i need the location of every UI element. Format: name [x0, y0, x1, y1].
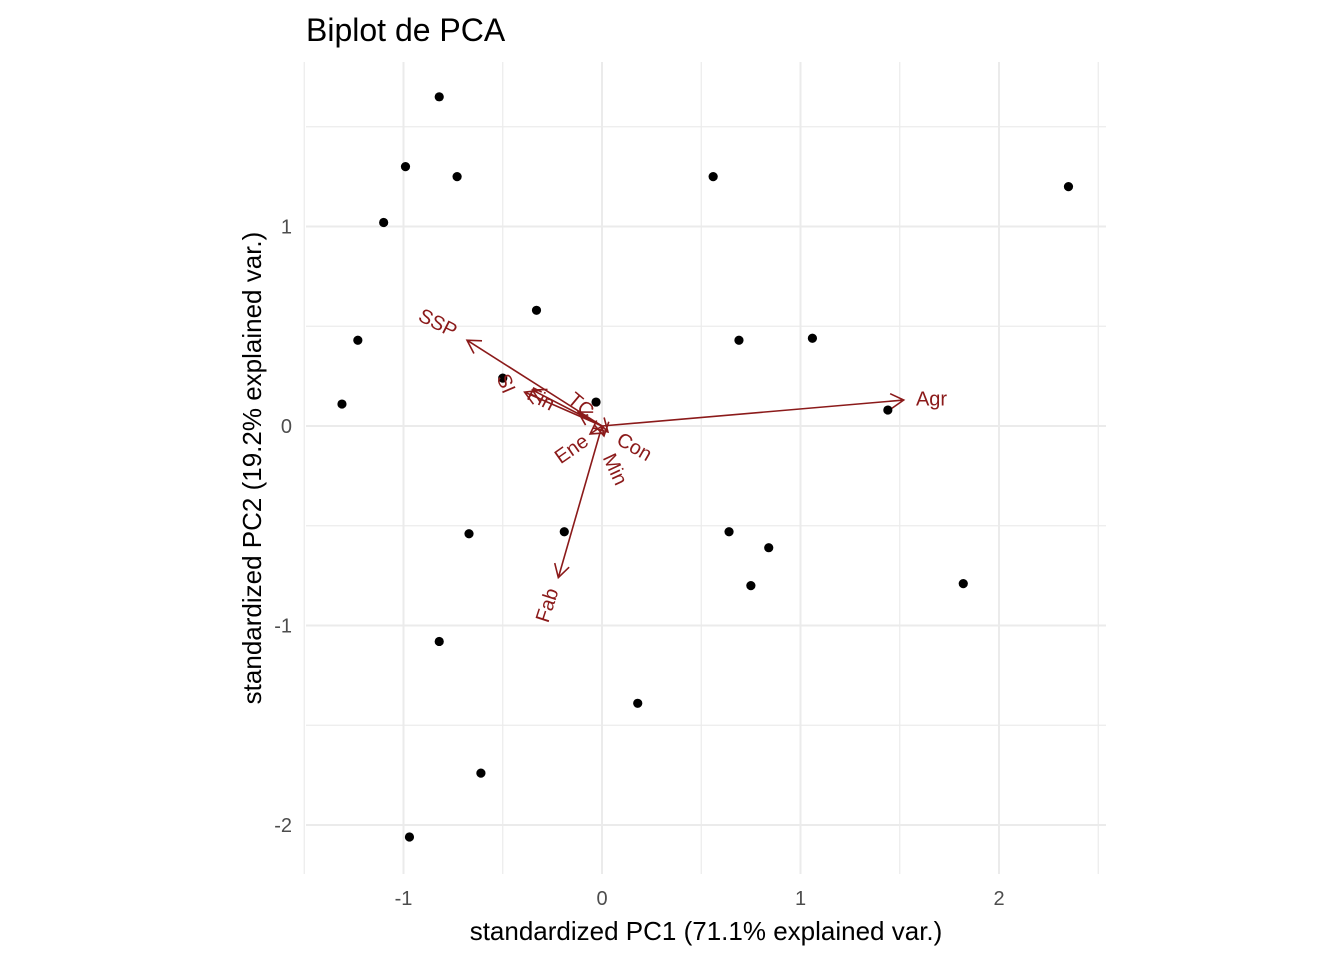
- score-point: [464, 529, 474, 539]
- loading-arrow-ene: [589, 425, 603, 435]
- x-tick-label: -1: [395, 888, 413, 910]
- loading-label-agr: Agr: [916, 388, 947, 410]
- grid-lines: [303, 62, 1106, 874]
- loading-label-tc: TC: [563, 389, 598, 423]
- score-point: [434, 636, 444, 647]
- chart-title: Biplot de PCA: [306, 12, 506, 48]
- score-point: [452, 172, 462, 182]
- score-point: [724, 527, 734, 537]
- loading-label-si: SI: [492, 371, 520, 397]
- score-point: [337, 399, 347, 409]
- score-point: [633, 698, 643, 708]
- arrowhead-min: [593, 421, 610, 438]
- score-point: [400, 162, 411, 172]
- score-point: [746, 581, 756, 591]
- score-point: [353, 335, 363, 345]
- score-point: [764, 543, 774, 553]
- score-point: [379, 217, 389, 228]
- loading-label-fin: Fin: [523, 383, 558, 415]
- score-point: [404, 832, 415, 842]
- arrowhead-agr: [889, 392, 906, 410]
- score-point: [958, 579, 968, 589]
- loading-label-ene: Ene: [551, 430, 593, 468]
- score-point: [807, 333, 818, 343]
- y-tick-label: -2: [274, 815, 292, 837]
- score-point: [1063, 182, 1074, 192]
- loading-arrow-fab: [557, 425, 603, 578]
- score-point: [559, 527, 569, 537]
- x-tick-label: 1: [795, 888, 806, 910]
- y-tick-label: 0: [281, 416, 292, 438]
- score-point: [434, 92, 444, 102]
- loading-arrow-min: [601, 425, 605, 437]
- score-point: [734, 335, 744, 345]
- score-point: [591, 397, 601, 407]
- score-point: [531, 305, 542, 315]
- arrowhead-fab: [553, 562, 570, 580]
- score-point: [708, 172, 718, 182]
- loading-label-ssp: SSP: [415, 305, 461, 343]
- axis-ticks: -1 0 1 2 -2 -1 0 1: [274, 217, 1004, 911]
- loading-label-fab: Fab: [532, 586, 564, 626]
- score-point: [498, 373, 508, 383]
- y-tick-label: -1: [274, 616, 292, 638]
- arrowhead-tc: [576, 411, 594, 426]
- score-point: [883, 405, 893, 415]
- arrowhead-ssp: [465, 339, 483, 354]
- x-axis-title: standardized PC1 (71.1% explained var.): [470, 916, 943, 946]
- loading-arrows: [465, 339, 906, 580]
- x-tick-label: 2: [993, 888, 1004, 910]
- score-point: [476, 768, 486, 778]
- score-points: [337, 92, 1074, 842]
- x-tick-label: 0: [596, 888, 607, 910]
- loading-arrow-agr: [601, 399, 904, 427]
- y-axis-title: standardized PC2 (19.2% explained var.): [237, 232, 267, 705]
- arrowhead-fin: [531, 388, 548, 404]
- loading-arrow-tc: [577, 411, 603, 427]
- y-tick-label: 1: [281, 217, 292, 239]
